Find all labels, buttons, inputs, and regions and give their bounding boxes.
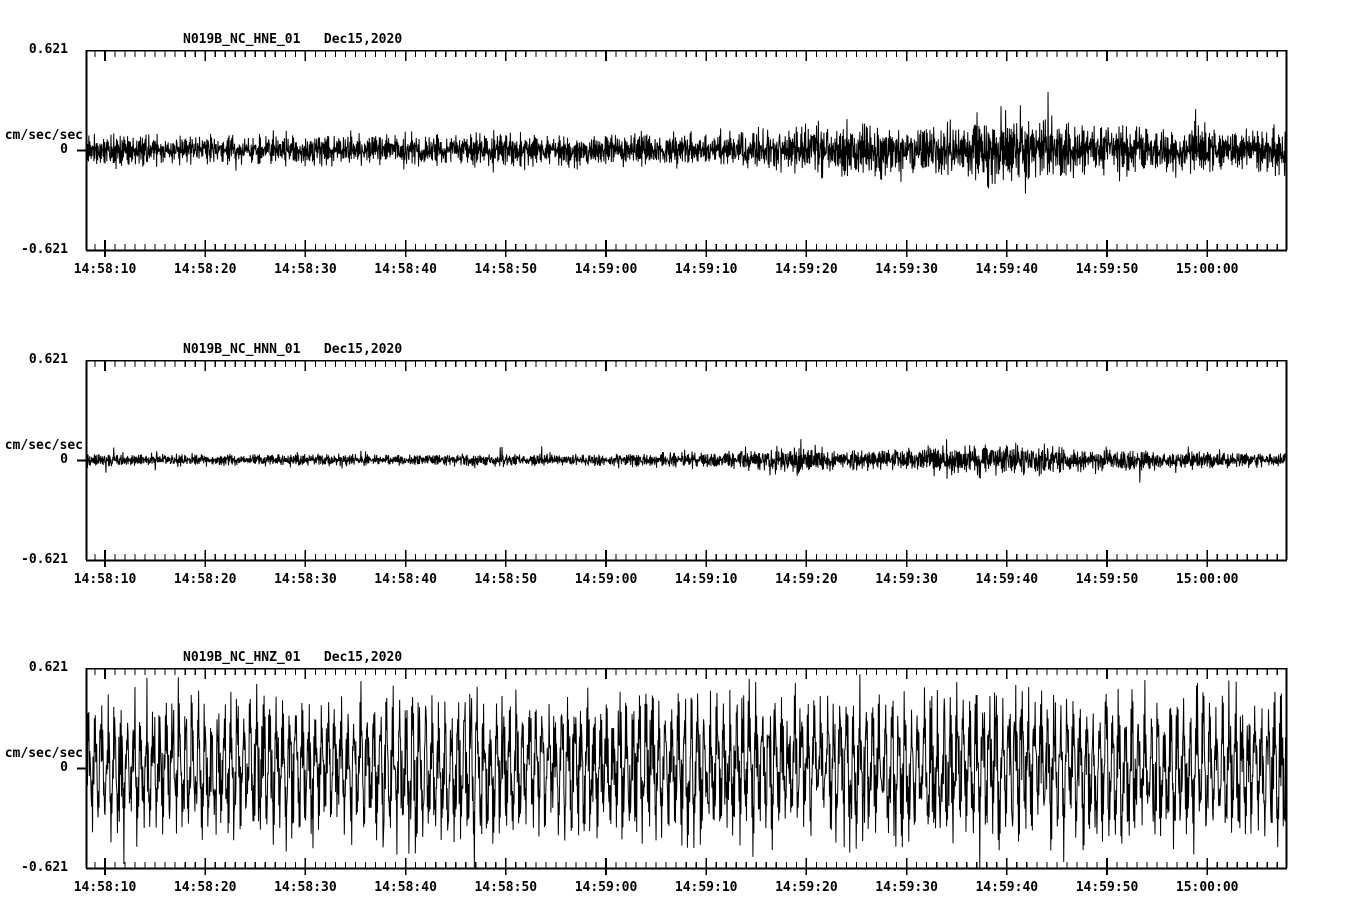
x-tick-label: 14:59:40 [975,572,1039,587]
x-tick-label: 14:58:40 [374,572,437,587]
x-tick-label: 14:59:50 [1075,572,1139,587]
plot-area-hnz [77,668,1288,875]
waveform-trace-hnz [86,674,1287,868]
y-tick-top-hnn: 0.621 [28,352,68,367]
x-tick-label: 14:59:20 [775,262,838,277]
waveform-trace-hne [86,91,1287,194]
x-tick-label: 15:00:00 [1175,880,1239,895]
x-tick-label: 14:58:30 [274,572,337,587]
x-tick-label: 14:58:10 [73,572,137,587]
y-axis-unit-label-hne: cm/sec/sec [4,128,83,143]
x-tick-label: 14:59:00 [574,262,638,277]
x-tick-label: 14:58:10 [73,880,137,895]
x-tick-label: 15:00:00 [1175,262,1239,277]
x-tick-label: 14:58:20 [173,262,237,277]
x-tick-label: 14:59:50 [1075,262,1139,277]
y-tick-zero-hnz: 0 [60,760,68,775]
panel-title-hnn: N019B_NC_HNN_01 Dec15,2020 [183,342,403,357]
x-tick-label: 14:59:10 [674,880,738,895]
x-tick-label: 14:58:20 [173,880,237,895]
x-tick-label: 14:59:30 [875,262,938,277]
x-tick-label: 14:59:30 [875,572,938,587]
x-tick-label: 14:58:50 [474,572,538,587]
y-tick-top-hne: 0.621 [28,42,68,57]
x-tick-label: 14:58:30 [274,262,337,277]
y-tick-bottom-hnz: -0.621 [21,860,68,875]
waveform-trace-hnn [86,439,1287,483]
x-tick-label: 14:59:00 [574,572,638,587]
x-tick-label: 14:59:40 [975,880,1039,895]
x-tick-label: 14:59:50 [1075,880,1139,895]
x-tick-label: 14:59:20 [775,880,838,895]
y-tick-bottom-hnn: -0.621 [21,552,68,567]
x-tick-label: 14:59:10 [674,262,738,277]
panel-title-hnz: N019B_NC_HNZ_01 Dec15,2020 [183,650,403,665]
panel-title-hne: N019B_NC_HNE_01 Dec15,2020 [183,32,403,47]
x-tick-label: 14:58:40 [374,262,437,277]
y-axis-unit-label-hnz: cm/sec/sec [4,746,83,761]
x-tick-label: 15:00:00 [1175,572,1239,587]
x-tick-label: 14:59:40 [975,262,1039,277]
x-tick-label: 14:59:00 [574,880,638,895]
x-tick-label: 14:59:10 [674,572,738,587]
y-tick-top-hnz: 0.621 [28,660,68,675]
x-tick-label: 14:58:20 [173,572,237,587]
x-tick-label: 14:58:30 [274,880,337,895]
x-tick-label: 14:58:50 [474,880,538,895]
plot-area-hne [77,50,1288,257]
x-tick-label: 14:59:30 [875,880,938,895]
y-axis-unit-label-hnn: cm/sec/sec [4,438,83,453]
y-tick-bottom-hne: -0.621 [21,242,68,257]
x-tick-label: 14:58:40 [374,880,437,895]
plot-area-hnn [77,360,1288,567]
x-tick-label: 14:58:50 [474,262,538,277]
x-tick-label: 14:59:20 [775,572,838,587]
y-tick-zero-hnn: 0 [60,452,68,467]
y-tick-zero-hne: 0 [60,142,68,157]
x-tick-label: 14:58:10 [73,262,137,277]
